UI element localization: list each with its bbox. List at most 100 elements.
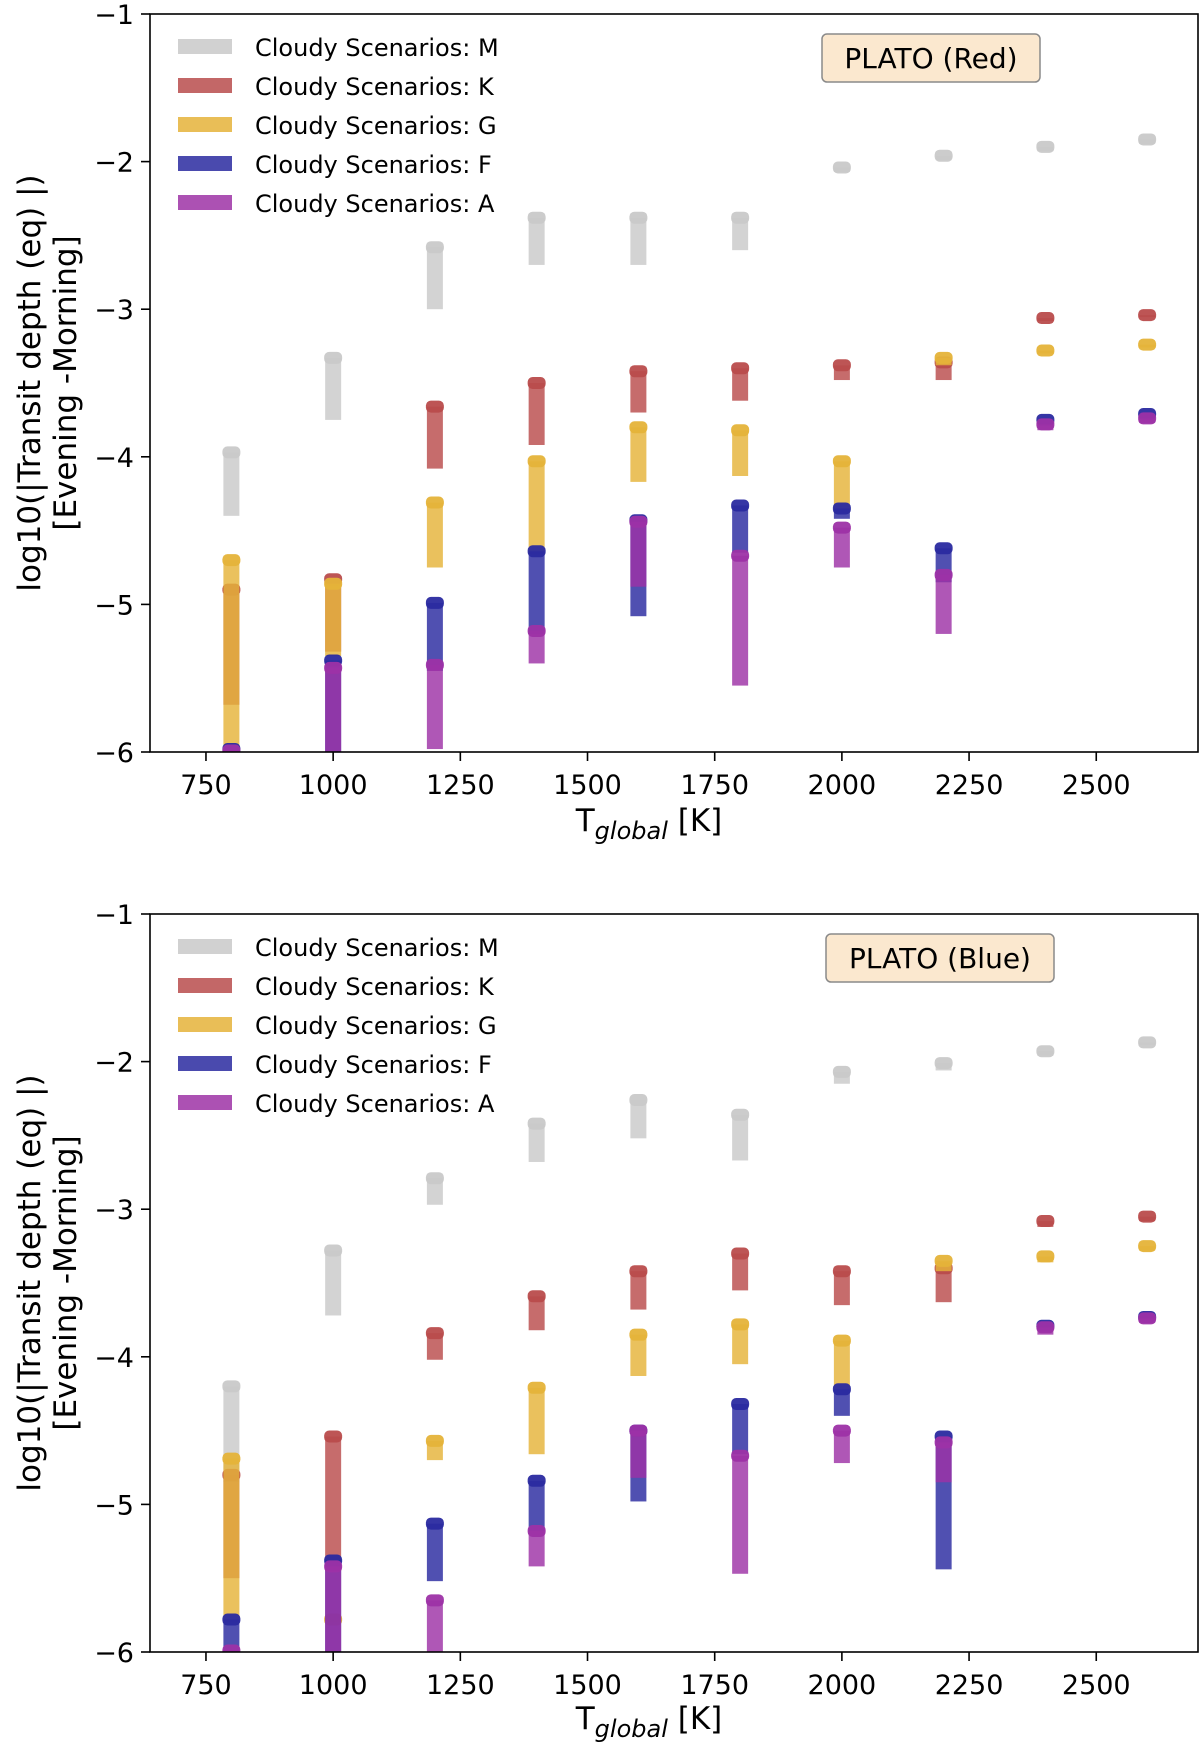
y-tick-label: −6	[94, 1638, 134, 1669]
range-cap	[731, 1398, 750, 1411]
range-cap	[1138, 133, 1157, 146]
legend: Cloudy Scenarios: M Cloudy Scenarios: K Cl…	[178, 934, 499, 1118]
range-bar	[325, 583, 342, 657]
series-m	[222, 133, 1157, 516]
range-cap	[934, 1436, 953, 1449]
range-cap	[629, 1328, 648, 1341]
series-g	[222, 338, 1157, 752]
range-bar	[833, 1340, 850, 1390]
range-cap	[731, 499, 750, 512]
range-bar	[426, 406, 443, 469]
legend-label: Cloudy Scenarios: M	[255, 934, 499, 962]
range-bar	[426, 1523, 443, 1582]
range-cap	[832, 455, 851, 468]
title-badge: PLATO (Blue)	[825, 933, 1055, 983]
range-cap	[832, 1383, 851, 1396]
x-tick-label: 750	[180, 770, 232, 801]
range-cap	[222, 1380, 241, 1393]
range-cap	[832, 1424, 851, 1437]
title-badge-box	[821, 33, 1041, 83]
axes-frame	[149, 13, 1199, 753]
range-cap	[629, 421, 648, 434]
y-tick-label: −2	[94, 148, 134, 179]
range-cap	[832, 502, 851, 515]
range-bar	[935, 574, 952, 634]
range-cap	[1138, 309, 1157, 322]
range-cap	[527, 545, 546, 558]
x-tick-label: 1750	[680, 1670, 749, 1701]
range-bar	[426, 247, 443, 310]
range-cap	[629, 365, 648, 378]
range-bar	[630, 521, 647, 587]
y-tick-label: −2	[94, 1048, 134, 1079]
series-k	[222, 309, 1157, 705]
legend-label: Cloudy Scenarios: G	[255, 1012, 497, 1040]
y-axis-label-line1: log10(|Transit depth (eq) |)	[12, 174, 48, 591]
range-bar	[528, 461, 545, 555]
range-bar	[732, 1114, 749, 1161]
legend-label: Cloudy Scenarios: K	[255, 973, 495, 1001]
range-cap	[1036, 344, 1055, 357]
y-axis-label-line2: [Evening -Morning]	[48, 1135, 84, 1430]
range-cap	[629, 1424, 648, 1437]
range-cap	[934, 1057, 953, 1070]
range-bar	[426, 502, 443, 568]
range-bar	[630, 1271, 647, 1310]
range-cap	[1036, 1215, 1055, 1228]
range-cap	[425, 1327, 444, 1340]
x-axis-label-unit: [K]	[668, 803, 722, 839]
x-tick-label: 2250	[935, 1670, 1004, 1701]
range-cap	[222, 446, 241, 459]
range-bar	[732, 1324, 749, 1365]
range-cap	[1036, 312, 1055, 325]
range-cap	[629, 1265, 648, 1278]
range-cap	[425, 1517, 444, 1530]
y-tick-label: −5	[94, 590, 134, 621]
range-bar	[528, 1480, 545, 1531]
range-cap	[324, 1244, 343, 1257]
range-bar	[528, 1123, 545, 1162]
range-bar	[223, 452, 240, 516]
series-k	[222, 1210, 1157, 1579]
panel-blue: 750 1000 1250 1500 1750 2000 2250 2500 −6 −5 −4 −3 −…	[12, 900, 1199, 1743]
legend-swatch	[178, 195, 232, 210]
range-cap	[324, 661, 343, 674]
legend-label: Cloudy Scenarios: G	[255, 112, 497, 140]
range-cap	[731, 1108, 750, 1121]
title-badge: PLATO (Red)	[821, 33, 1041, 83]
range-cap	[222, 554, 241, 567]
range-bar	[528, 551, 545, 634]
range-cap	[1138, 1240, 1157, 1253]
range-bar	[426, 664, 443, 750]
range-cap	[527, 1117, 546, 1130]
y-tick-label: −3	[94, 1195, 134, 1226]
range-bar	[732, 1455, 749, 1574]
range-cap	[425, 596, 444, 609]
range-cap	[934, 149, 953, 162]
range-bar	[630, 427, 647, 482]
y-tick-label: −1	[94, 900, 134, 931]
range-cap	[629, 1093, 648, 1106]
range-cap	[832, 521, 851, 534]
y-tick-label: −1	[94, 0, 134, 31]
x-tick-label: 1500	[553, 1670, 622, 1701]
range-cap	[1138, 1312, 1157, 1325]
legend-swatch	[178, 1056, 232, 1071]
y-tick-label: −5	[94, 1490, 134, 1521]
range-bar	[833, 527, 850, 568]
range-cap	[222, 1644, 241, 1652]
range-cap	[934, 351, 953, 364]
range-cap	[527, 377, 546, 389]
x-tick-label: 2500	[1062, 1670, 1131, 1701]
range-cap	[1036, 1321, 1055, 1334]
y-tick-label: −4	[94, 443, 134, 474]
range-cap	[832, 1334, 851, 1347]
x-axis-label-main: T	[575, 803, 596, 839]
range-cap	[731, 362, 750, 375]
range-bar	[732, 368, 749, 401]
range-cap	[629, 211, 648, 224]
range-cap	[527, 1381, 546, 1394]
x-tick-label: 2000	[808, 770, 877, 801]
title-badge-text: PLATO (Red)	[844, 42, 1017, 75]
